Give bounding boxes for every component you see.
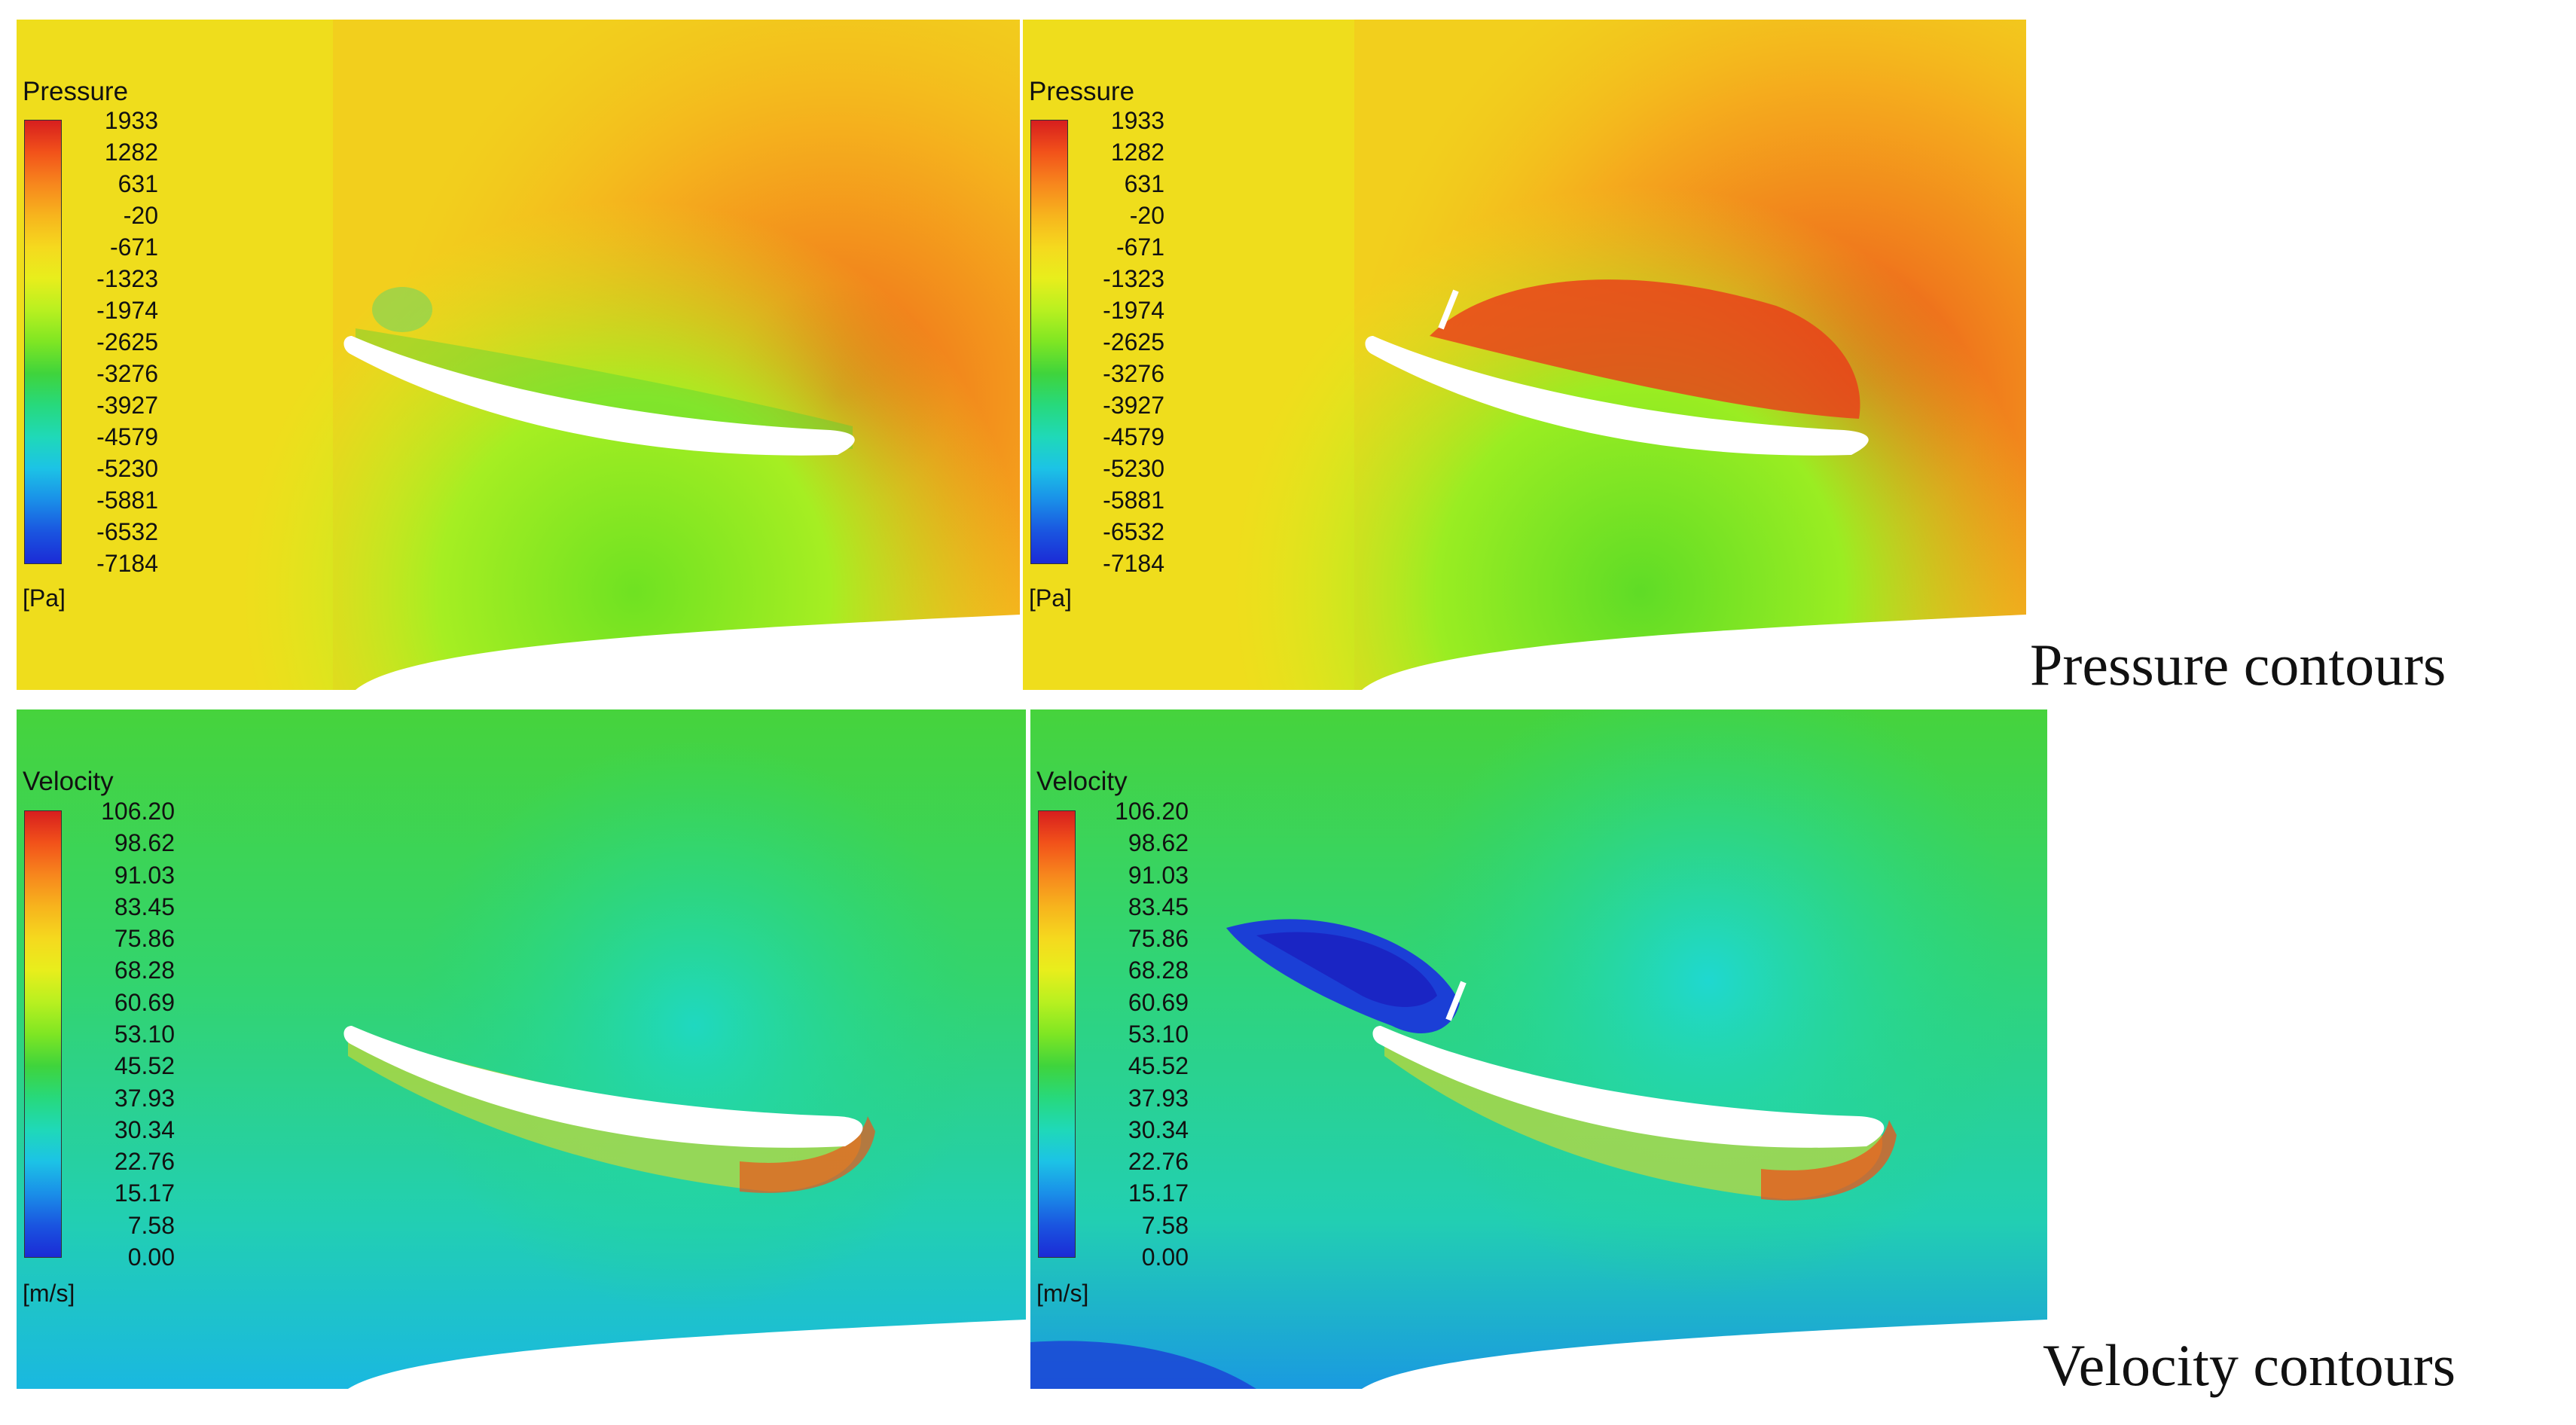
legend-tick-label: 30.34 [114, 1115, 175, 1143]
legend-tick-label: -1323 [96, 265, 158, 292]
legend-title: Pressure [1029, 77, 1135, 106]
legend-tick-label: 91.03 [1128, 861, 1189, 889]
legend-tick-label: -671 [109, 233, 158, 261]
legend-tick-label: 15.17 [114, 1179, 175, 1207]
legend-tick-label: -1974 [96, 297, 158, 324]
legend-tick-label: 83.45 [1128, 893, 1189, 920]
pressure-panel-right: Pressure 1933 1282 631 -20 -671 -1323 -1974 -26… [1023, 20, 2026, 690]
legend-tick-label: 631 [1124, 170, 1164, 197]
legend-tick-label: 60.69 [114, 988, 175, 1016]
legend-tick-label: -6532 [96, 518, 158, 545]
legend-tick-label: 91.03 [114, 861, 175, 889]
legend-unit: [Pa] [1029, 584, 1072, 612]
legend-tick-label: 15.17 [1128, 1179, 1189, 1207]
legend-tick-label: 106.20 [1115, 798, 1189, 825]
legend-tick-label: -3276 [1103, 360, 1164, 387]
legend-tick-label: -20 [123, 202, 158, 229]
legend-tick-label: 75.86 [1128, 925, 1189, 953]
legend-tick-label: -5881 [1103, 487, 1164, 514]
legend-tick-label: 68.28 [114, 957, 175, 984]
legend-tick-label: -5230 [1103, 455, 1164, 482]
legend-tick-label: -1323 [1103, 265, 1164, 292]
velocity-contour-left [17, 709, 1026, 1389]
legend-tick-label: 7.58 [127, 1211, 175, 1239]
legend-title: Pressure [23, 77, 129, 106]
legend-tick-label: 30.34 [1128, 1115, 1189, 1143]
legend-tick-label: 60.69 [1128, 988, 1189, 1016]
legend-tick-label: -4579 [96, 423, 158, 450]
legend-tick-label: 1933 [104, 107, 158, 134]
legend-tick-label: -6532 [1103, 518, 1164, 545]
legend-tick-label: 68.28 [1128, 957, 1189, 984]
legend-tick-label: 98.62 [114, 829, 175, 857]
legend-tick-label: 37.93 [114, 1084, 175, 1112]
color-scale-bar [24, 120, 62, 564]
pressure-contour-right [1023, 20, 2026, 690]
legend-tick-label: -3276 [96, 360, 158, 387]
legend-tick-label: 106.20 [101, 798, 175, 825]
legend-title: Velocity [23, 767, 114, 796]
legend-tick-label: -2625 [96, 328, 158, 355]
color-scale-bar [1030, 120, 1068, 564]
legend-tick-label: -7184 [96, 550, 158, 577]
velocity-contour-right [1030, 709, 2047, 1389]
legend-tick-label: -7184 [1103, 550, 1164, 577]
legend-ticks: 1933 1282 631 -20 -671 -1323 -1974 -2625 -3276 -3… [1068, 108, 1164, 575]
legend-tick-label: 631 [118, 170, 158, 197]
legend-unit: [m/s] [23, 1280, 75, 1307]
pressure-contour-left [17, 20, 1020, 690]
legend-tick-label: -20 [1129, 202, 1164, 229]
legend-tick-label: -1974 [1103, 297, 1164, 324]
legend-unit: [Pa] [23, 584, 66, 612]
legend-ticks: 106.20 98.62 91.03 83.45 75.86 68.28 60.69 53.1… [62, 799, 175, 1269]
legend-tick-label: -671 [1116, 233, 1164, 261]
legend-tick-label: 1282 [104, 139, 158, 166]
legend-tick-label: 1282 [1110, 139, 1164, 166]
color-scale-bar [1038, 810, 1076, 1258]
legend-tick-label: 53.10 [114, 1021, 175, 1048]
legend-tick-label: 45.52 [114, 1052, 175, 1080]
legend-tick-label: 22.76 [114, 1148, 175, 1176]
legend-tick-label: -5230 [96, 455, 158, 482]
legend-tick-label: 53.10 [1128, 1021, 1189, 1048]
legend-tick-label: 37.93 [1128, 1084, 1189, 1112]
pressure-panel-left: Pressure 1933 1282 631 -20 -671 -1323 -1974 -26… [17, 20, 1020, 690]
legend-tick-label: -4579 [1103, 423, 1164, 450]
legend-tick-label: 45.52 [1128, 1052, 1189, 1080]
legend-tick-label: 83.45 [114, 893, 175, 920]
legend-unit: [m/s] [1036, 1280, 1089, 1307]
legend-tick-label: -2625 [1103, 328, 1164, 355]
legend-title: Velocity [1036, 767, 1128, 796]
velocity-panel-right: Velocity 106.20 98.62 91.03 83.45 75.86 68.28… [1030, 709, 2047, 1389]
pressure-caption: Pressure contours [2030, 632, 2446, 697]
legend-tick-label: 0.00 [1141, 1243, 1189, 1271]
legend-ticks: 106.20 98.62 91.03 83.45 75.86 68.28 60.69 53.1… [1076, 799, 1189, 1269]
legend-tick-label: 98.62 [1128, 829, 1189, 857]
velocity-caption: Velocity contours [2043, 1332, 2456, 1398]
legend-tick-label: 0.00 [127, 1243, 175, 1271]
legend-ticks: 1933 1282 631 -20 -671 -1323 -1974 -2625 -3276 -3… [62, 108, 158, 575]
legend-tick-label: 75.86 [114, 925, 175, 953]
legend-tick-label: -3927 [1103, 392, 1164, 419]
velocity-panel-left: Velocity 106.20 98.62 91.03 83.45 75.86 68.28… [17, 709, 1026, 1389]
legend-tick-label: 1933 [1110, 107, 1164, 134]
legend-tick-label: -5881 [96, 487, 158, 514]
color-scale-bar [24, 810, 62, 1258]
legend-tick-label: 7.58 [1141, 1211, 1189, 1239]
legend-tick-label: -3927 [96, 392, 158, 419]
legend-tick-label: 22.76 [1128, 1148, 1189, 1176]
